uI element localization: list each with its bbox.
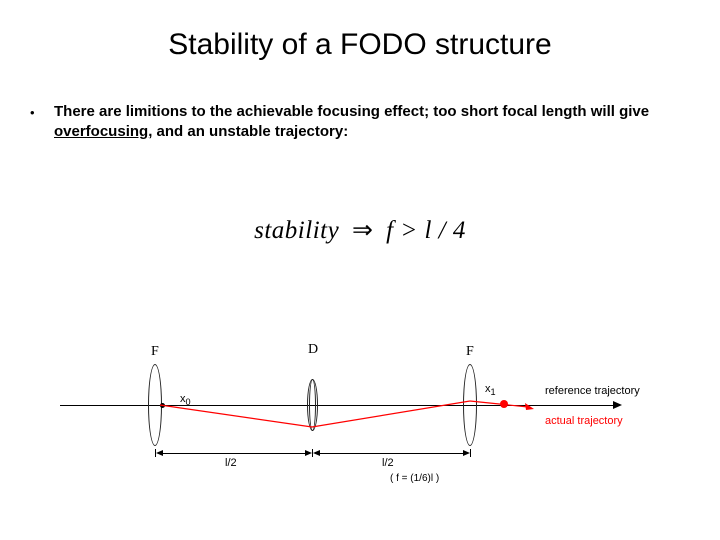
dim-label-2: l/2	[382, 457, 394, 469]
dim-arrow-1r	[305, 450, 312, 456]
formula-arrow: ⇒	[346, 217, 379, 244]
dim-tick-3	[470, 449, 471, 457]
actual-trajectory-line	[160, 401, 470, 427]
diagram-footnote: ( f = (1/6)l )	[390, 473, 439, 484]
dim-line-2	[317, 453, 466, 454]
fodo-diagram: F D F x0 x1 reference trajectory actual …	[60, 345, 660, 505]
bullet-item: • There are limitions to the achievable …	[0, 62, 720, 143]
formula-rhs: f > l / 4	[386, 217, 466, 244]
dim-arrow-2r	[463, 450, 470, 456]
trajectory-dot	[500, 400, 508, 408]
bullet-text: There are limitions to the achievable fo…	[54, 102, 680, 143]
dim-arrow-1l	[156, 450, 163, 456]
stability-formula: stability ⇒ f > l / 4	[0, 215, 720, 245]
actual-trajectory-tail	[470, 401, 528, 407]
page-title: Stability of a FODO structure	[0, 0, 720, 62]
bullet-underlined: overfocusing	[54, 123, 148, 140]
dim-line-1	[160, 453, 308, 454]
dim-label-1: l/2	[225, 457, 237, 469]
reference-trajectory-label: reference trajectory	[545, 385, 640, 397]
actual-trajectory-label: actual trajectory	[545, 415, 623, 427]
bullet-pre: There are limitions to the achievable fo…	[54, 103, 649, 120]
formula-lhs: stability	[254, 217, 339, 244]
dim-arrow-2l	[313, 450, 320, 456]
bullet-post: , and an unstable trajectory:	[148, 123, 348, 140]
bullet-marker: •	[30, 102, 54, 122]
